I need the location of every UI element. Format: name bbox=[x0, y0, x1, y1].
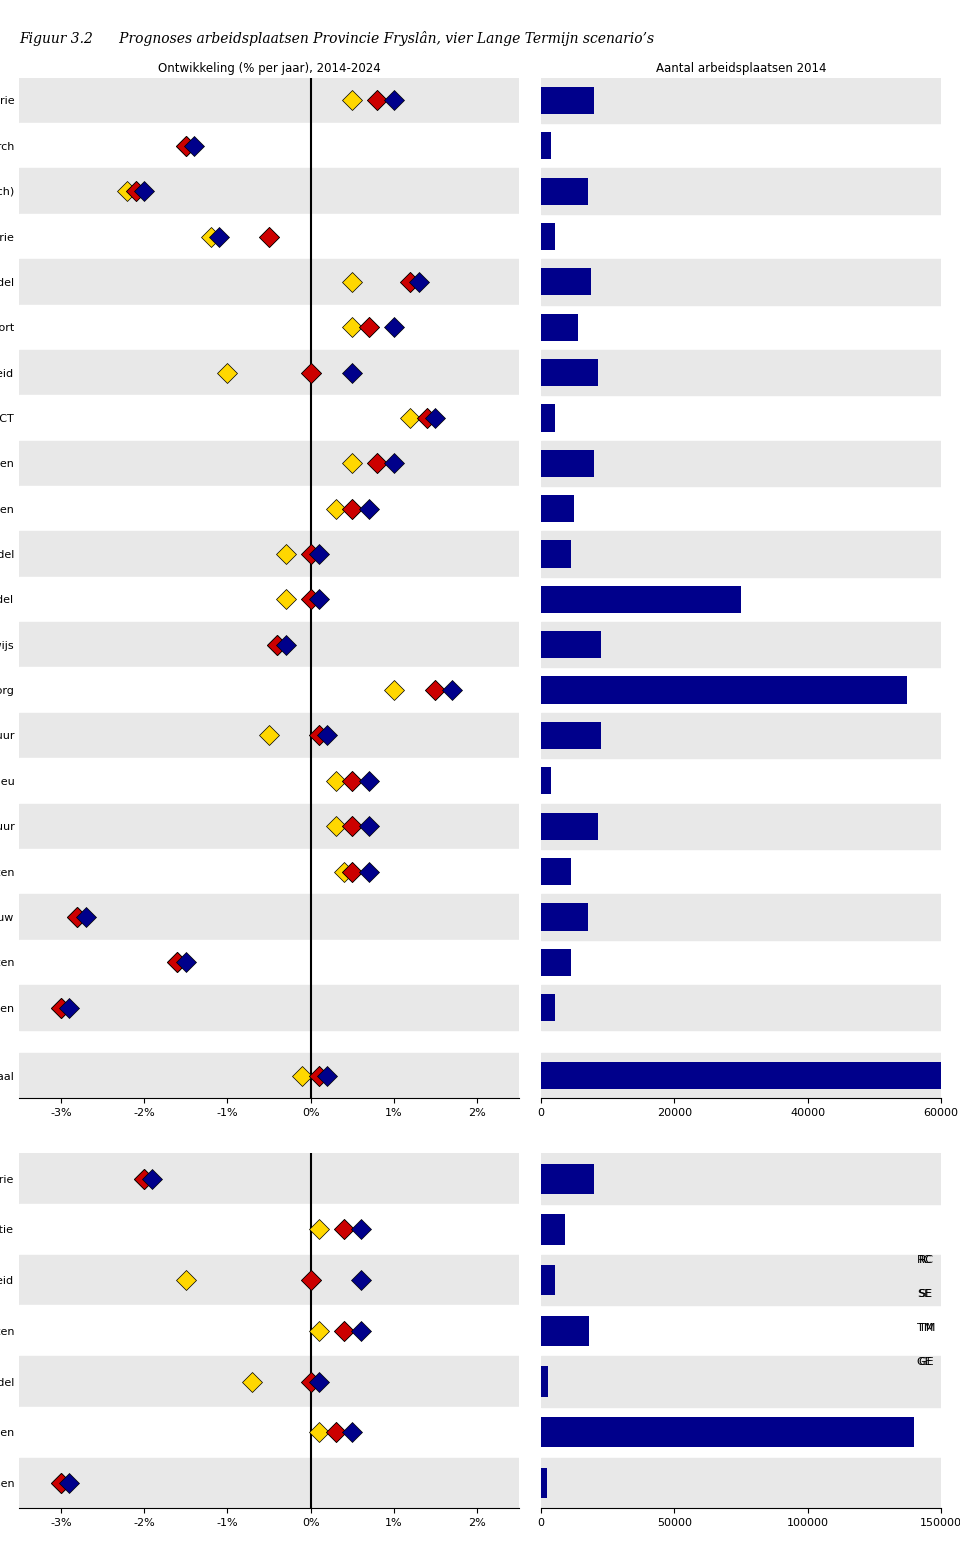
Bar bbox=[541, 903, 588, 930]
Bar bbox=[541, 260, 941, 305]
Bar bbox=[19, 939, 518, 984]
Bar bbox=[541, 177, 588, 205]
Bar bbox=[541, 894, 941, 939]
Title: Ontwikkeling (% per jaar), 2014-2024: Ontwikkeling (% per jaar), 2014-2024 bbox=[157, 62, 380, 75]
Bar bbox=[541, 132, 551, 160]
Text: TM: TM bbox=[917, 1323, 933, 1333]
Bar bbox=[19, 759, 518, 804]
Bar bbox=[541, 767, 551, 795]
Bar bbox=[19, 577, 518, 622]
Bar bbox=[541, 712, 941, 759]
Bar bbox=[541, 541, 571, 568]
Bar bbox=[541, 1468, 546, 1497]
Bar bbox=[19, 1306, 518, 1356]
Bar bbox=[19, 1053, 518, 1098]
Bar bbox=[19, 849, 518, 894]
Bar bbox=[541, 1356, 941, 1407]
Bar bbox=[541, 1457, 941, 1508]
Bar bbox=[541, 168, 941, 215]
Bar bbox=[19, 168, 518, 215]
Text: SE: SE bbox=[919, 1289, 933, 1298]
Bar bbox=[541, 858, 571, 885]
Bar bbox=[541, 1417, 914, 1448]
Bar bbox=[19, 804, 518, 849]
Bar bbox=[19, 350, 518, 395]
Title: Aantal arbeidsplaatsen 2014: Aantal arbeidsplaatsen 2014 bbox=[656, 62, 827, 75]
Bar bbox=[19, 532, 518, 577]
Bar bbox=[541, 1163, 594, 1194]
Bar bbox=[19, 78, 518, 123]
Bar bbox=[19, 894, 518, 939]
Bar bbox=[541, 1367, 548, 1396]
Bar bbox=[19, 1457, 518, 1508]
Text: SE: SE bbox=[917, 1289, 931, 1298]
Bar bbox=[541, 1255, 941, 1306]
Bar bbox=[541, 359, 598, 386]
Bar bbox=[19, 1204, 518, 1255]
Bar bbox=[19, 1356, 518, 1407]
Bar bbox=[19, 123, 518, 168]
Bar bbox=[541, 994, 555, 1022]
Text: GE: GE bbox=[917, 1358, 932, 1367]
Bar bbox=[19, 712, 518, 759]
Bar bbox=[541, 631, 601, 658]
Bar bbox=[19, 622, 518, 667]
Bar bbox=[19, 984, 518, 1031]
Bar bbox=[19, 1154, 518, 1204]
Bar bbox=[541, 1154, 941, 1204]
Text: RC: RC bbox=[919, 1255, 934, 1264]
Bar bbox=[19, 215, 518, 260]
Bar bbox=[541, 1264, 555, 1295]
Bar bbox=[541, 622, 941, 667]
Bar bbox=[19, 440, 518, 487]
Bar bbox=[541, 494, 574, 522]
Bar bbox=[19, 1407, 518, 1457]
Bar bbox=[541, 813, 598, 840]
Bar bbox=[541, 404, 555, 432]
Bar bbox=[19, 260, 518, 305]
Bar bbox=[541, 949, 571, 977]
Bar bbox=[541, 78, 941, 123]
Bar bbox=[541, 1316, 589, 1347]
Text: GE: GE bbox=[919, 1358, 934, 1367]
Text: TM: TM bbox=[919, 1323, 935, 1333]
Bar bbox=[541, 350, 941, 395]
Bar bbox=[19, 1255, 518, 1306]
Bar bbox=[541, 532, 941, 577]
Bar bbox=[541, 87, 594, 114]
Text: Figuur 3.2      Prognoses arbeidsplaatsen Provincie Fryslân, vier Lange Termijn : Figuur 3.2 Prognoses arbeidsplaatsen Pro… bbox=[19, 31, 655, 47]
Bar bbox=[541, 314, 578, 341]
Bar bbox=[541, 1214, 565, 1244]
Bar bbox=[541, 440, 941, 487]
Bar bbox=[541, 1053, 941, 1098]
Bar bbox=[541, 984, 941, 1031]
Bar bbox=[19, 487, 518, 532]
Bar bbox=[19, 395, 518, 440]
Bar bbox=[541, 722, 601, 750]
Text: RC: RC bbox=[917, 1255, 932, 1264]
Bar bbox=[541, 804, 941, 849]
Bar bbox=[541, 222, 555, 250]
Bar bbox=[19, 667, 518, 712]
Bar bbox=[541, 586, 741, 613]
Bar bbox=[541, 449, 594, 477]
Bar bbox=[541, 676, 907, 704]
Bar bbox=[541, 269, 591, 295]
Bar bbox=[541, 1062, 960, 1088]
Bar bbox=[19, 305, 518, 350]
